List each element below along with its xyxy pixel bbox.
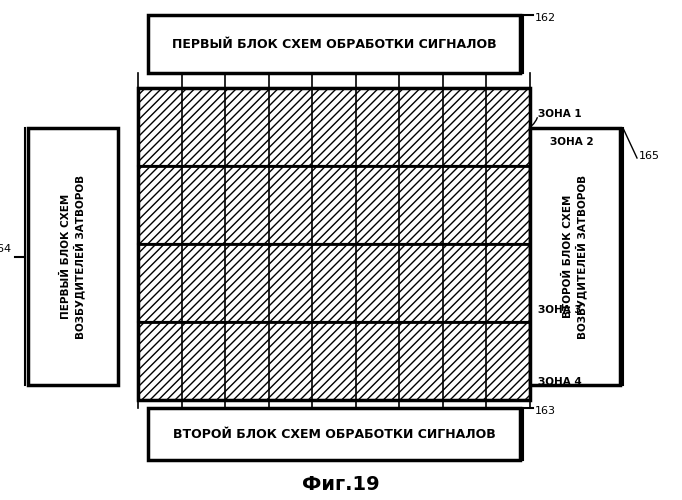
Text: ВТОРОЙ БЛОК СХЕМ ОБРАБОТКИ СИГНАЛОВ: ВТОРОЙ БЛОК СХЕМ ОБРАБОТКИ СИГНАЛОВ	[173, 428, 495, 440]
Bar	[148, 408, 520, 460]
Text: 164: 164	[0, 244, 12, 254]
Bar	[138, 88, 530, 400]
Text: ЗОНА 4: ЗОНА 4	[538, 377, 582, 387]
Text: 163: 163	[535, 406, 556, 416]
Bar	[148, 15, 520, 73]
Text: Фиг.19: Фиг.19	[302, 474, 380, 494]
Bar	[530, 128, 620, 385]
Text: ВТОРОЙ БЛОК СХЕМ
ВОЗБУДИТЕЛЕЙ ЗАТВОРОВ: ВТОРОЙ БЛОК СХЕМ ВОЗБУДИТЕЛЕЙ ЗАТВОРОВ	[563, 174, 587, 338]
Bar	[138, 166, 530, 244]
Text: ЗОНА 1: ЗОНА 1	[538, 109, 582, 119]
Bar	[138, 322, 530, 400]
Bar	[138, 244, 530, 322]
Text: 162: 162	[535, 13, 556, 23]
Bar	[138, 88, 530, 166]
Text: 165: 165	[639, 151, 660, 161]
Text: ЗОНА 3: ЗОНА 3	[538, 305, 582, 315]
Text: ПЕРВЫЙ БЛОК СХЕМ
ВОЗБУДИТЕЛЕЙ ЗАТВОРОВ: ПЕРВЫЙ БЛОК СХЕМ ВОЗБУДИТЕЛЕЙ ЗАТВОРОВ	[61, 174, 85, 338]
Bar	[28, 128, 118, 385]
Text: ЗОНА 2: ЗОНА 2	[550, 137, 593, 147]
Text: ПЕРВЫЙ БЛОК СХЕМ ОБРАБОТКИ СИГНАЛОВ: ПЕРВЫЙ БЛОК СХЕМ ОБРАБОТКИ СИГНАЛОВ	[172, 38, 496, 51]
